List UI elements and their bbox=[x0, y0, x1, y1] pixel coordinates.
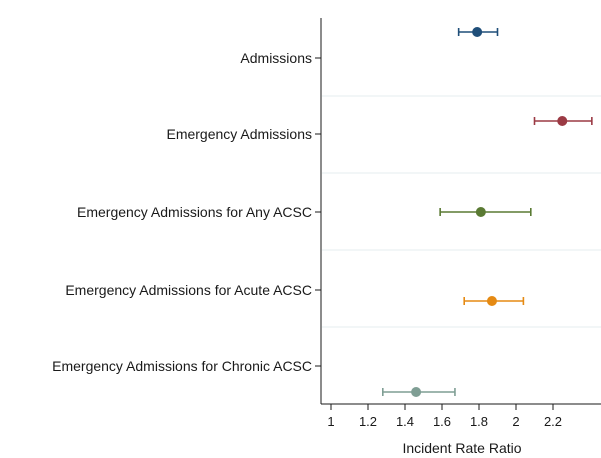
estimate-4 bbox=[381, 387, 456, 397]
x-axis-title: Incident Rate Ratio bbox=[402, 440, 521, 456]
x-ticks: 1 1.2 1.4 1.6 1.8 2 2.2 bbox=[327, 404, 562, 429]
category-labels: Admissions Emergency Admissions Emergency … bbox=[52, 50, 321, 374]
x-tick-label: 1.2 bbox=[359, 414, 377, 429]
point-estimate bbox=[486, 296, 497, 306]
point-estimate bbox=[472, 27, 483, 37]
x-tick-label: 1.4 bbox=[396, 414, 414, 429]
category-label: Emergency Admissions for Any ACSC bbox=[77, 204, 312, 220]
category-label: Emergency Admissions bbox=[166, 126, 312, 142]
gridlines bbox=[322, 95, 601, 328]
point-estimate bbox=[411, 387, 422, 397]
point-estimate bbox=[475, 207, 486, 217]
estimate-1 bbox=[533, 116, 593, 126]
x-tick-label: 2 bbox=[512, 414, 519, 429]
estimate-3 bbox=[463, 296, 525, 306]
estimate-0 bbox=[457, 27, 499, 37]
point-estimate bbox=[557, 116, 568, 126]
estimates bbox=[381, 27, 593, 397]
category-label: Emergency Admissions for Acute ACSC bbox=[65, 282, 312, 298]
estimate-2 bbox=[439, 207, 532, 217]
x-tick-label: 2.2 bbox=[544, 414, 562, 429]
category-label: Admissions bbox=[240, 50, 312, 66]
category-label: Emergency Admissions for Chronic ACSC bbox=[52, 358, 312, 374]
x-tick-label: 1 bbox=[327, 414, 334, 429]
x-tick-label: 1.6 bbox=[433, 414, 451, 429]
x-tick-label: 1.8 bbox=[470, 414, 488, 429]
